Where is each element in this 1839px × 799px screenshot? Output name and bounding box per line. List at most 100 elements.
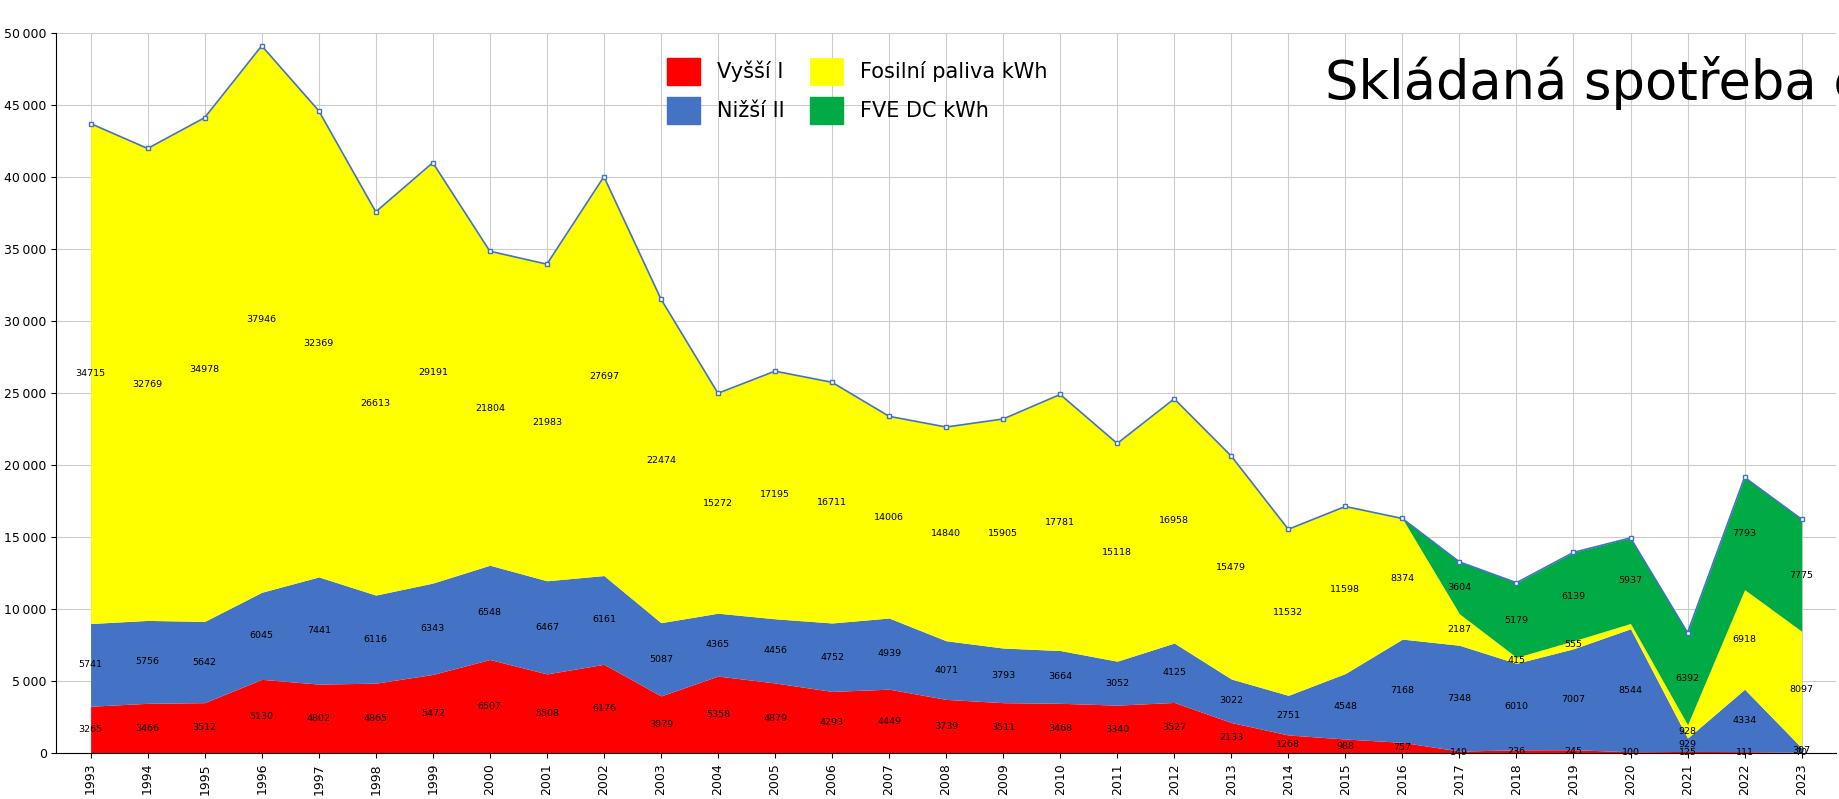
- Text: 5756: 5756: [136, 658, 160, 666]
- Text: 988: 988: [1335, 741, 1354, 750]
- Text: 4449: 4449: [877, 717, 901, 725]
- Text: 5508: 5508: [535, 709, 559, 718]
- Text: 5179: 5179: [1504, 615, 1528, 625]
- Text: 4456: 4456: [763, 646, 787, 655]
- Text: 245: 245: [1563, 747, 1582, 756]
- Text: 5937: 5937: [1618, 576, 1642, 585]
- Text: 27697: 27697: [588, 372, 618, 380]
- Text: 3022: 3022: [1219, 696, 1243, 706]
- Text: 4293: 4293: [820, 718, 844, 727]
- Text: 5358: 5358: [706, 710, 730, 719]
- Text: 4125: 4125: [1162, 668, 1186, 678]
- Text: 21983: 21983: [531, 418, 561, 427]
- Text: 11598: 11598: [1330, 586, 1359, 594]
- Text: 4752: 4752: [820, 653, 844, 662]
- Text: 3265: 3265: [79, 725, 103, 734]
- Text: 4939: 4939: [877, 649, 901, 658]
- Text: 3664: 3664: [1048, 673, 1072, 682]
- Text: 8097: 8097: [1789, 685, 1813, 694]
- Text: 6045: 6045: [250, 631, 274, 640]
- Text: 4548: 4548: [1333, 702, 1357, 711]
- Text: 6116: 6116: [364, 634, 388, 644]
- Text: 22474: 22474: [645, 456, 675, 465]
- Text: 7007: 7007: [1561, 695, 1585, 704]
- Text: 5130: 5130: [250, 712, 274, 721]
- Text: 14840: 14840: [931, 530, 960, 539]
- Text: 111: 111: [1734, 748, 1753, 757]
- Text: Skládaná spotřeba energie: Skládaná spotřeba energie: [1324, 56, 1839, 110]
- Text: 7793: 7793: [1732, 529, 1756, 538]
- Text: 3527: 3527: [1162, 723, 1186, 733]
- Text: 29191: 29191: [417, 368, 447, 377]
- Text: 2133: 2133: [1219, 733, 1243, 742]
- Text: 17195: 17195: [760, 491, 789, 499]
- Text: 11532: 11532: [1273, 608, 1302, 617]
- Text: 3604: 3604: [1447, 583, 1471, 592]
- Text: 757: 757: [1392, 743, 1411, 753]
- Text: 26613: 26613: [360, 399, 390, 408]
- Text: 7775: 7775: [1789, 570, 1813, 580]
- Text: 70: 70: [1795, 748, 1806, 757]
- Text: 4334: 4334: [1732, 716, 1756, 725]
- Text: 4365: 4365: [706, 640, 730, 649]
- Text: 3466: 3466: [136, 724, 160, 733]
- Text: 37946: 37946: [246, 315, 276, 324]
- Text: 34978: 34978: [189, 365, 219, 374]
- Text: 8544: 8544: [1618, 686, 1642, 695]
- Text: 6467: 6467: [535, 623, 559, 632]
- Text: 4802: 4802: [307, 714, 331, 723]
- Text: 34715: 34715: [75, 369, 105, 378]
- Text: 149: 149: [1449, 748, 1468, 757]
- Text: 32369: 32369: [303, 340, 333, 348]
- Text: 15905: 15905: [988, 529, 1017, 538]
- Text: 2187: 2187: [1447, 625, 1471, 634]
- Text: 2751: 2751: [1276, 710, 1300, 720]
- Text: 928: 928: [1677, 727, 1696, 736]
- Text: 32769: 32769: [132, 380, 162, 389]
- Text: 125: 125: [1677, 748, 1696, 757]
- Text: 307: 307: [1791, 745, 1810, 754]
- Text: 1268: 1268: [1276, 740, 1300, 749]
- Text: 8374: 8374: [1390, 574, 1414, 583]
- Text: 6392: 6392: [1675, 674, 1699, 683]
- Text: 6176: 6176: [592, 704, 616, 714]
- Text: 5087: 5087: [649, 655, 673, 664]
- Text: 415: 415: [1506, 656, 1525, 665]
- Legend: Vyšší I, Nižší II, Fosilní paliva kWh, FVE DC kWh: Vyšší I, Nižší II, Fosilní paliva kWh, F…: [668, 58, 1046, 124]
- Text: 7348: 7348: [1447, 694, 1471, 702]
- Text: 3739: 3739: [934, 721, 958, 731]
- Text: 4865: 4865: [364, 714, 388, 723]
- Text: 555: 555: [1563, 640, 1582, 650]
- Text: 3468: 3468: [1048, 724, 1072, 733]
- Text: 929: 929: [1677, 740, 1696, 749]
- Text: 15479: 15479: [1216, 563, 1245, 572]
- Text: 15272: 15272: [702, 499, 732, 507]
- Text: 3979: 3979: [649, 720, 673, 729]
- Text: 4071: 4071: [934, 666, 958, 674]
- Text: 5642: 5642: [193, 658, 217, 666]
- Text: 17781: 17781: [1045, 518, 1074, 527]
- Text: 6161: 6161: [592, 615, 616, 625]
- Text: 16958: 16958: [1159, 516, 1188, 526]
- Text: 100: 100: [1620, 748, 1639, 757]
- Text: 6507: 6507: [478, 702, 502, 711]
- Text: 14006: 14006: [874, 513, 903, 522]
- Text: 3052: 3052: [1105, 678, 1129, 688]
- Text: 16711: 16711: [817, 498, 846, 507]
- Text: 3512: 3512: [193, 723, 217, 733]
- Text: 7168: 7168: [1390, 686, 1414, 695]
- Text: 6010: 6010: [1504, 702, 1528, 711]
- Text: 4879: 4879: [763, 714, 787, 722]
- Text: 236: 236: [1506, 747, 1525, 756]
- Text: 15118: 15118: [1102, 548, 1131, 557]
- Text: 6139: 6139: [1561, 592, 1585, 601]
- Text: 6548: 6548: [478, 608, 502, 617]
- Text: 3340: 3340: [1105, 725, 1129, 733]
- Text: 21804: 21804: [474, 403, 504, 413]
- Text: 3511: 3511: [991, 723, 1015, 733]
- Text: 3793: 3793: [991, 671, 1015, 680]
- Text: 5472: 5472: [421, 710, 445, 718]
- Text: 6918: 6918: [1732, 635, 1756, 644]
- Text: 5741: 5741: [79, 660, 103, 670]
- Text: 7441: 7441: [307, 626, 331, 635]
